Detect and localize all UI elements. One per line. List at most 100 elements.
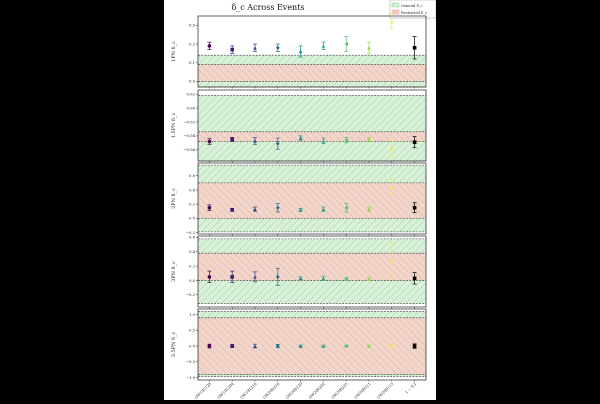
marker	[412, 344, 417, 348]
data-point	[389, 178, 394, 194]
x-tick-label: GW200316	[262, 381, 281, 400]
data-point	[321, 275, 326, 281]
marker	[412, 45, 417, 50]
data-point	[253, 136, 257, 145]
marker	[390, 344, 394, 348]
marker	[230, 275, 234, 279]
marker	[321, 276, 326, 281]
marker	[253, 139, 257, 143]
data-point	[230, 136, 235, 142]
marker	[344, 42, 348, 46]
y-tick-label: 0.2	[189, 41, 196, 46]
y-tick-label: 0.02	[187, 91, 196, 96]
data-point	[412, 202, 417, 214]
marker	[230, 208, 234, 212]
x-tick-label: GW200311	[353, 381, 372, 400]
restricted-band	[198, 131, 426, 142]
chart-title: δ_c Across Events	[231, 3, 304, 12]
data-point	[367, 136, 371, 142]
data-point	[230, 270, 235, 283]
marker	[253, 344, 257, 348]
y-tick-label: 0.4	[189, 187, 196, 192]
data-point	[321, 344, 326, 348]
marker	[207, 344, 212, 348]
restricted-band	[198, 253, 426, 281]
y-tick-label: 0.0	[189, 216, 196, 221]
x-tick-label: GW191216	[239, 381, 258, 400]
x-tick-label: 1 − 0.2	[404, 381, 418, 395]
y-tick-label: −0.04	[183, 133, 195, 138]
data-point	[207, 41, 212, 50]
marker	[344, 138, 348, 142]
data-point	[367, 277, 371, 281]
y-axis-label: 3PN δ_c	[171, 261, 177, 282]
y-tick-label: 0.0	[189, 343, 196, 348]
data-point	[253, 43, 257, 52]
data-point	[389, 242, 394, 278]
panel-2: 0.02 0.00 −0.02 −0.04 −0.06 1.5PN δ_c	[171, 89, 427, 163]
data-point	[207, 138, 212, 145]
data-point	[412, 36, 417, 60]
y-tick-label: 0.0	[189, 79, 196, 84]
restricted-band	[198, 317, 426, 375]
data-point	[344, 36, 349, 52]
data-point	[298, 344, 303, 348]
y-tick-label: 0.6	[189, 235, 196, 240]
data-point	[298, 208, 303, 212]
restricted-band	[198, 182, 426, 219]
data-point	[389, 13, 394, 30]
marker	[321, 207, 326, 211]
marker	[253, 275, 257, 279]
y-tick-label: 0.5	[189, 328, 196, 333]
marker	[367, 45, 371, 50]
legend: General δ_c Restricted δ_c	[389, 0, 437, 19]
marker	[230, 137, 234, 142]
marker	[367, 277, 371, 281]
data-point	[321, 137, 326, 144]
data-point	[412, 343, 417, 349]
data-point	[389, 344, 394, 348]
data-point	[230, 45, 235, 54]
legend-box	[389, 0, 437, 19]
legend-swatch-general	[391, 2, 400, 8]
marker	[390, 184, 394, 189]
data-point	[298, 135, 303, 141]
legend-label-restricted: Restricted δ_c	[401, 11, 427, 15]
data-point	[367, 206, 371, 212]
marker	[390, 146, 394, 151]
data-point	[253, 343, 257, 349]
marker	[298, 344, 303, 348]
marker	[367, 207, 371, 211]
data-point	[230, 344, 235, 348]
x-tick-label: GW200129	[285, 381, 304, 400]
data-point	[253, 271, 257, 283]
x-tick-label: GW191204	[216, 381, 235, 400]
restricted-band	[198, 64, 426, 82]
marker	[412, 140, 417, 145]
panel-3: 0.6 0.4 0.2 0.0 −0.2 2PN δ_c	[171, 162, 427, 236]
x-tick-label: GW200225	[330, 381, 349, 400]
marker	[298, 276, 303, 281]
data-point	[230, 208, 235, 212]
marker	[298, 208, 303, 212]
data-point	[275, 267, 280, 286]
legend-label-general: General δ_c	[401, 4, 423, 8]
panel-frame	[197, 15, 427, 88]
panel-frame	[197, 308, 427, 381]
data-point	[389, 139, 394, 158]
marker	[367, 344, 371, 348]
y-tick-label: −1.0	[186, 375, 196, 380]
data-point	[321, 41, 326, 50]
data-point	[298, 45, 303, 58]
y-tick-label: 0.0	[189, 278, 196, 283]
marker	[390, 258, 394, 263]
marker	[321, 139, 326, 143]
marker	[321, 44, 326, 48]
marker	[253, 45, 257, 50]
x-tick-label: GW200115	[376, 381, 395, 400]
y-tick-label: −0.5	[186, 359, 196, 364]
marker	[390, 19, 394, 24]
x-tick-label: GW191129	[193, 381, 212, 400]
y-tick-label: −0.2	[186, 230, 196, 235]
y-tick-label: 0.3	[189, 23, 196, 28]
